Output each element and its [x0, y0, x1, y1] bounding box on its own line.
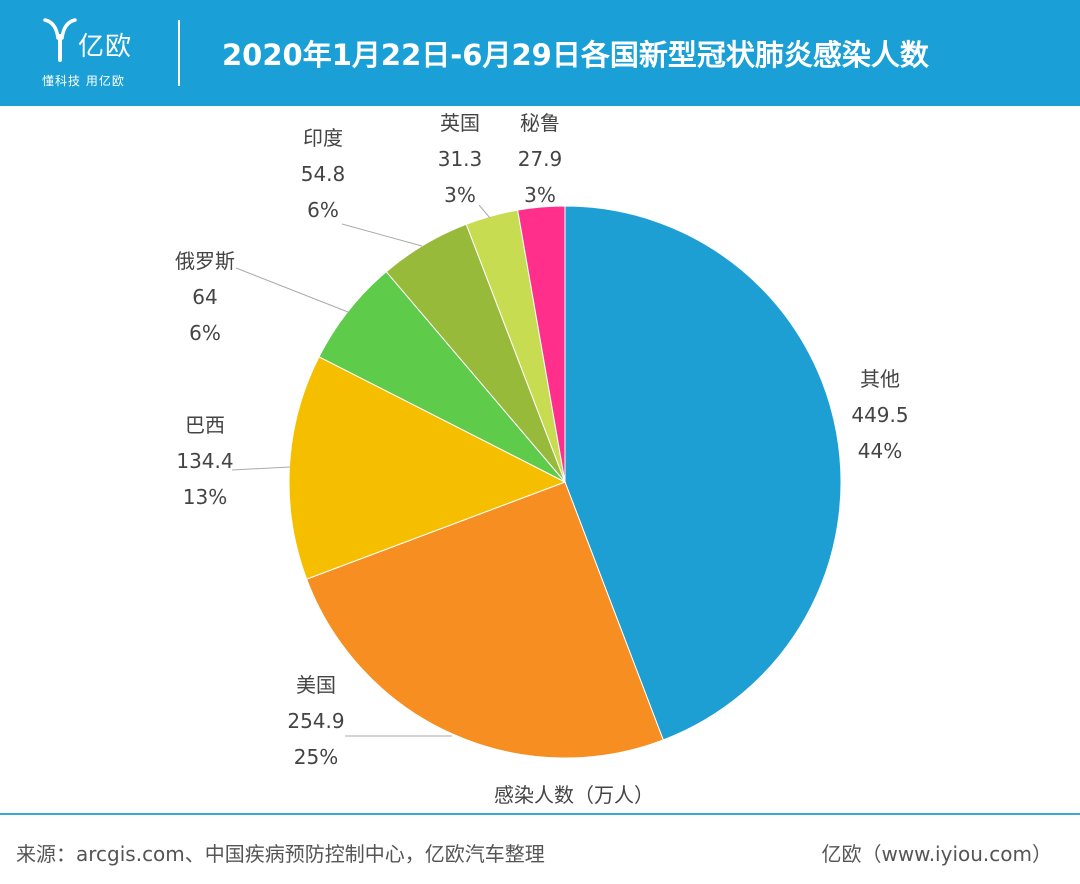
slice-category-label-6: 英国	[440, 111, 480, 135]
slice-category-label-2: 美国	[296, 673, 336, 697]
credit-note: 亿欧（www.iyiou.com）	[821, 842, 1052, 866]
slice-category-label-7: 秘鲁	[520, 111, 560, 135]
footer-divider	[0, 813, 1080, 815]
leader-line-3	[231, 466, 291, 471]
leader-line-6	[478, 204, 491, 219]
header-banner: 亿欧 懂科技 用亿欧 2020年1月22日-6月29日各国新型冠状肺炎感染人数	[0, 0, 1080, 106]
slice-value-label-2: 254.9	[287, 709, 344, 733]
pie-chart: 其他 449.5 44% 美国 254.9 25% 巴西 134.4 13% 俄罗斯 64 6% 印度 5…	[175, 111, 909, 807]
leader-line-5	[341, 223, 423, 247]
pie-slice-7	[517, 205, 566, 483]
chart-title: 2020年1月22日-6月29日各国新型冠状肺炎感染人数	[222, 38, 929, 72]
slice-category-label-5: 印度	[303, 126, 343, 150]
logo-slogan: 懂科技 用亿欧	[42, 74, 125, 88]
slice-percent-label-4: 6%	[189, 321, 221, 345]
slice-category-label-4: 俄罗斯	[175, 249, 235, 273]
leader-line-4	[235, 267, 349, 313]
slice-value-label-3: 134.4	[176, 449, 233, 473]
slice-percent-label-3: 13%	[183, 485, 227, 509]
slice-value-label-4: 64	[192, 285, 217, 309]
slice-value-label-7: 27.9	[518, 147, 563, 171]
slice-percent-label-2: 25%	[294, 745, 338, 769]
slice-percent-label-5: 6%	[307, 198, 339, 222]
logo-icon	[43, 18, 77, 62]
source-note: 来源：arcgis.com、中国疾病预防控制中心，亿欧汽车整理	[16, 842, 545, 866]
slice-category-label-3: 巴西	[185, 413, 225, 437]
slice-percent-label-6: 3%	[444, 183, 476, 207]
slice-percent-label-1: 44%	[858, 439, 902, 463]
slice-value-label-6: 31.3	[438, 147, 483, 171]
slice-category-label-1: 其他	[860, 367, 900, 391]
chart-xlabel: 感染人数（万人）	[494, 783, 654, 807]
slice-value-label-5: 54.8	[301, 162, 346, 186]
pie-slice-1	[564, 205, 842, 741]
slice-percent-label-7: 3%	[524, 183, 556, 207]
logo-name: 亿欧	[78, 32, 133, 62]
slice-value-label-1: 449.5	[851, 403, 908, 427]
header-divider	[178, 20, 180, 86]
pie-slice-2	[306, 481, 664, 759]
